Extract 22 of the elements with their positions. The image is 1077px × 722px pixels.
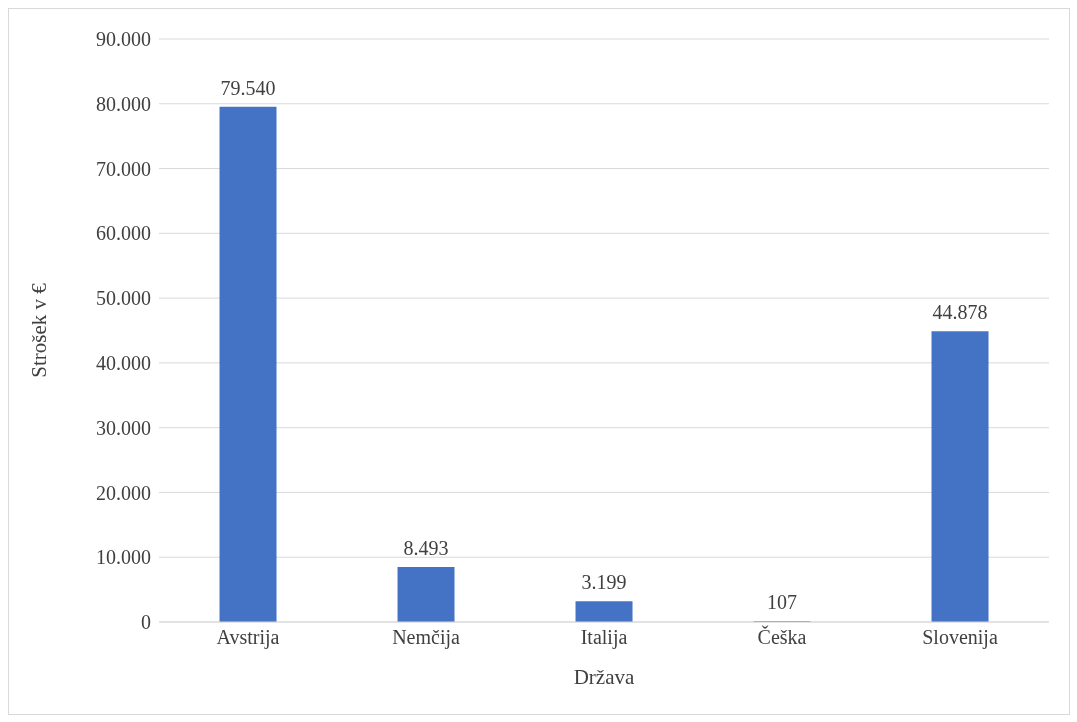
x-tick-label: Italija [580, 626, 628, 650]
y-tick-label: 0 [141, 611, 151, 634]
y-tick-label: 80.000 [96, 92, 151, 115]
y-tick-label: 90.000 [96, 28, 151, 51]
x-axis-title: Država [573, 665, 635, 689]
y-axis-title: Strošek v € [27, 282, 52, 378]
x-tick-label: Nemčija [392, 626, 460, 650]
data-label: 3.199 [581, 571, 627, 594]
y-tick-label: 20.000 [96, 481, 151, 504]
data-label: 44.878 [932, 301, 988, 324]
y-tick-label: 50.000 [96, 287, 151, 310]
y-tick-label: 30.000 [96, 416, 151, 439]
y-tick-label: 10.000 [96, 546, 151, 569]
x-tick-label: Slovenija [922, 626, 998, 650]
data-label: 107 [767, 591, 798, 614]
y-tick-label: 40.000 [96, 351, 151, 374]
y-tick-label: 60.000 [96, 222, 151, 245]
x-tick-label: Češka [757, 625, 807, 649]
data-label: 79.540 [220, 76, 276, 99]
data-label: 8.493 [403, 536, 449, 559]
x-tick-label: Avstrija [216, 626, 280, 650]
y-tick-label: 70.000 [96, 157, 151, 180]
